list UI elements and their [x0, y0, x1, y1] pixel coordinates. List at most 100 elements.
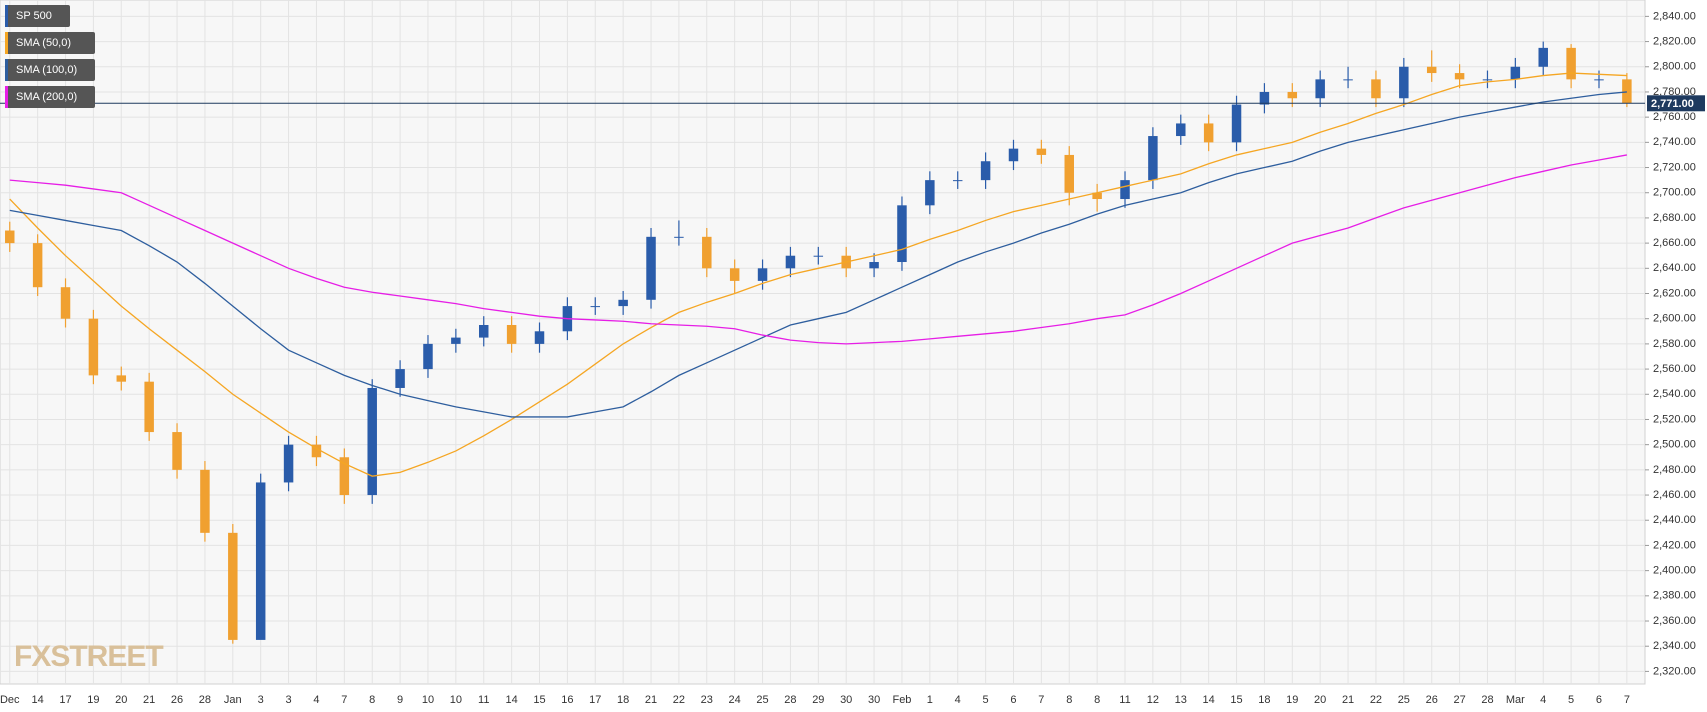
x-tick-label: 7: [1038, 694, 1044, 706]
legend-box: [5, 86, 95, 108]
x-tick-label: 4: [1540, 694, 1546, 706]
x-tick-label: 5: [1568, 694, 1574, 706]
y-tick-label: 2,780.00: [1653, 86, 1696, 98]
candle-body: [1036, 148, 1047, 155]
candle-body: [1008, 148, 1019, 162]
candle-body: [423, 343, 433, 370]
x-tick-label: 26: [171, 694, 183, 706]
x-tick-label: 11: [1119, 694, 1130, 706]
x-tick-label: 12: [1147, 694, 1159, 706]
x-tick-label: 13: [1175, 694, 1187, 706]
x-tick-label: 21: [143, 694, 155, 706]
candle-body: [1566, 47, 1576, 80]
x-tick-label: 22: [1370, 694, 1382, 706]
candle-body: [311, 444, 322, 458]
legend-box: [5, 59, 95, 81]
x-tick-label: 14: [505, 694, 517, 706]
candle-body: [1148, 136, 1158, 181]
y-tick-label: 2,340.00: [1653, 640, 1696, 652]
legend-label: SMA (100,0): [16, 64, 77, 76]
candle-body: [395, 369, 405, 388]
candle-body: [1231, 104, 1242, 143]
candle-body: [228, 532, 238, 640]
candle-body: [590, 306, 601, 308]
candle-body: [5, 230, 15, 244]
candle-body: [88, 318, 99, 376]
y-tick-label: 2,420.00: [1653, 539, 1696, 551]
candle-body: [1259, 91, 1270, 105]
x-tick-label: 10: [422, 694, 434, 706]
y-tick-label: 2,500.00: [1653, 439, 1696, 451]
candle-body: [952, 180, 963, 182]
candle-body: [1176, 123, 1186, 137]
x-tick-label: 28: [199, 694, 211, 706]
y-tick-label: 2,320.00: [1653, 665, 1696, 677]
x-tick-label: 8: [1094, 694, 1100, 706]
candle-body: [757, 268, 768, 281]
x-tick-label: 4: [313, 694, 319, 706]
candle-body: [1426, 66, 1437, 74]
candle-body: [1287, 91, 1298, 99]
sma-line: [9, 91, 1627, 418]
x-tick-label: 25: [756, 694, 768, 706]
legend-swatch: [5, 86, 8, 108]
x-tick-label: Dec: [0, 694, 20, 706]
x-tick-label: 1: [927, 694, 933, 706]
candle-body: [618, 299, 628, 307]
x-tick-label: 6: [1010, 694, 1016, 706]
x-tick-label: 14: [32, 694, 44, 706]
y-tick-label: 2,600.00: [1653, 313, 1696, 325]
x-tick-label: 29: [812, 694, 824, 706]
x-tick-label: 10: [450, 694, 462, 706]
x-tick-label: Feb: [892, 694, 911, 706]
x-tick-label: 7: [341, 694, 347, 706]
candle-body: [172, 432, 182, 470]
candle-body: [339, 457, 350, 496]
x-tick-label: 3: [258, 694, 264, 706]
candle-body: [980, 161, 991, 181]
y-tick-label: 2,520.00: [1653, 413, 1696, 425]
x-tick-label: 28: [1481, 694, 1493, 706]
y-tick-label: 2,560.00: [1653, 363, 1696, 375]
candle-body: [534, 331, 545, 344]
x-tick-label: 6: [1596, 694, 1602, 706]
x-tick-label: 15: [1230, 694, 1242, 706]
x-tick-label: 17: [589, 694, 601, 706]
x-tick-label: 20: [115, 694, 127, 706]
candle-body: [785, 255, 796, 269]
y-tick-label: 2,820.00: [1653, 35, 1696, 47]
x-tick-label: 24: [729, 694, 741, 706]
y-tick-label: 2,680.00: [1653, 212, 1696, 224]
sma-line: [9, 154, 1627, 345]
y-tick-label: 2,720.00: [1653, 161, 1696, 173]
legend-swatch: [5, 32, 8, 54]
candle-body: [116, 375, 127, 382]
candle-body: [144, 381, 154, 433]
y-tick-label: 2,540.00: [1653, 388, 1696, 400]
y-tick-label: 2,460.00: [1653, 489, 1696, 501]
y-tick-label: 2,400.00: [1653, 565, 1696, 577]
x-tick-label: 30: [868, 694, 880, 706]
y-tick-label: 2,380.00: [1653, 590, 1696, 602]
candle-body: [451, 337, 461, 344]
legend-swatch: [5, 5, 8, 27]
candle-body: [1064, 154, 1074, 193]
candle-body: [1371, 79, 1381, 99]
x-tick-label: 20: [1314, 694, 1326, 706]
x-tick-label: 21: [1342, 694, 1354, 706]
legend-label: SP 500: [16, 10, 52, 22]
x-tick-label: 30: [840, 694, 852, 706]
x-tick-label: 17: [59, 694, 71, 706]
candle-body: [1454, 73, 1465, 80]
y-tick-label: 2,640.00: [1653, 262, 1696, 274]
legend-swatch: [5, 59, 8, 81]
candle-body: [1203, 123, 1214, 143]
candle-body: [255, 482, 266, 640]
candle-body: [1343, 79, 1353, 81]
candle-body: [1482, 79, 1493, 81]
y-tick-label: 2,840.00: [1653, 10, 1696, 22]
candle-body: [1315, 79, 1325, 99]
candle-body: [869, 262, 879, 269]
y-tick-label: 2,760.00: [1653, 111, 1696, 123]
x-tick-label: 25: [1398, 694, 1410, 706]
